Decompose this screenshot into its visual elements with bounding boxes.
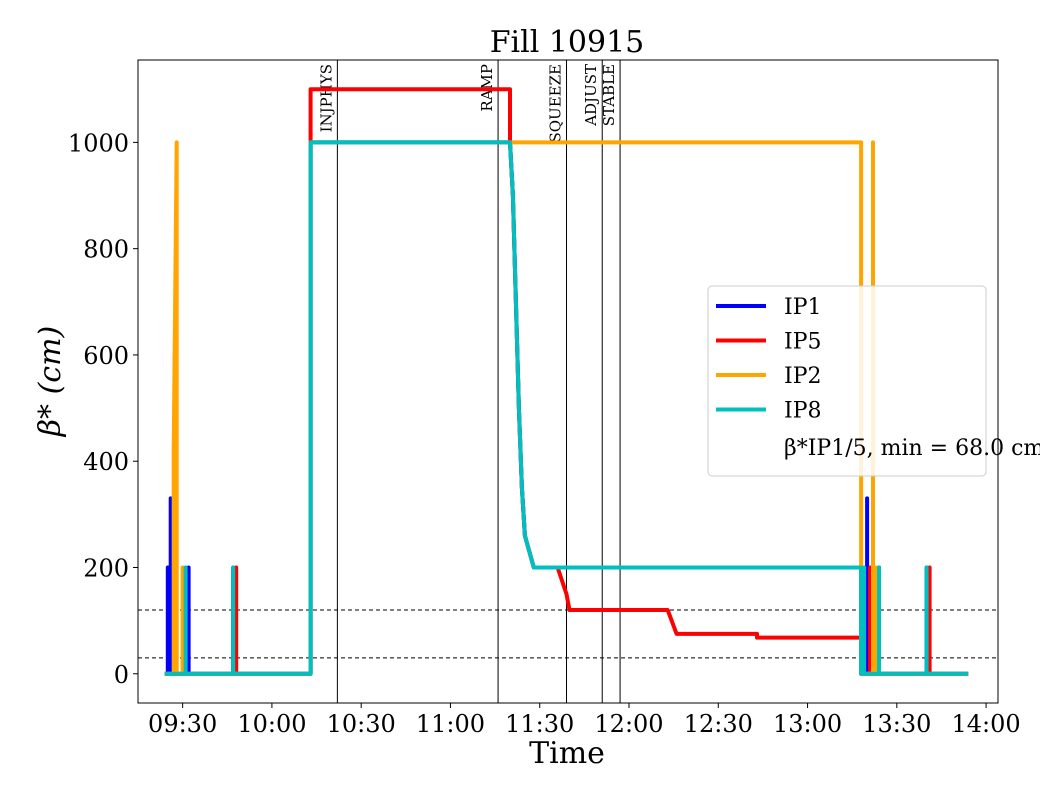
y-tick-label: 0: [114, 661, 129, 689]
x-axis-label: Time: [529, 736, 605, 771]
legend: IP1 IP5 IP2 IP8 β*IP1/5, min = 68.0 cm: [707, 285, 1040, 477]
y-tick-label: 800: [83, 236, 129, 264]
legend-label-ip8: IP8: [784, 399, 822, 424]
legend-note: β*IP1/5, min = 68.0 cm: [784, 436, 1040, 461]
x-tick-label: 10:00: [237, 710, 306, 738]
mode-label-squeeze: SQUEEZE: [547, 64, 565, 143]
legend-label-ip5: IP5: [784, 330, 822, 355]
mode-label-stable: STABLE: [600, 64, 618, 126]
x-tick-label: 11:30: [505, 710, 574, 738]
y-axis-label: β* (cm): [33, 326, 68, 438]
legend-label-ip2: IP2: [784, 364, 822, 389]
series-line-ip8: [164, 140, 969, 676]
y-tick-label: 1000: [68, 129, 129, 157]
y-tick-label: 200: [83, 554, 129, 582]
x-tick-label: 13:30: [862, 710, 931, 738]
mode-label-adjust: ADJUST: [582, 64, 600, 127]
x-tick-label: 11:00: [416, 710, 485, 738]
x-tick-label: 13:00: [773, 710, 842, 738]
y-tick-label: 600: [83, 342, 129, 370]
mode-label-injphys: INJPHYS: [317, 64, 335, 132]
chart-title: Fill 10915: [490, 25, 645, 60]
x-tick-label: 12:30: [684, 710, 753, 738]
x-tick-label: 12:00: [594, 710, 663, 738]
y-tick-label: 400: [83, 448, 129, 476]
legend-box: [707, 285, 987, 477]
x-tick-label: 09:30: [148, 710, 217, 738]
x-tick-label: 14:00: [952, 710, 1021, 738]
legend-label-ip1: IP1: [784, 295, 822, 320]
x-tick-label: 10:30: [327, 710, 396, 738]
axes-frame: [137, 59, 999, 704]
